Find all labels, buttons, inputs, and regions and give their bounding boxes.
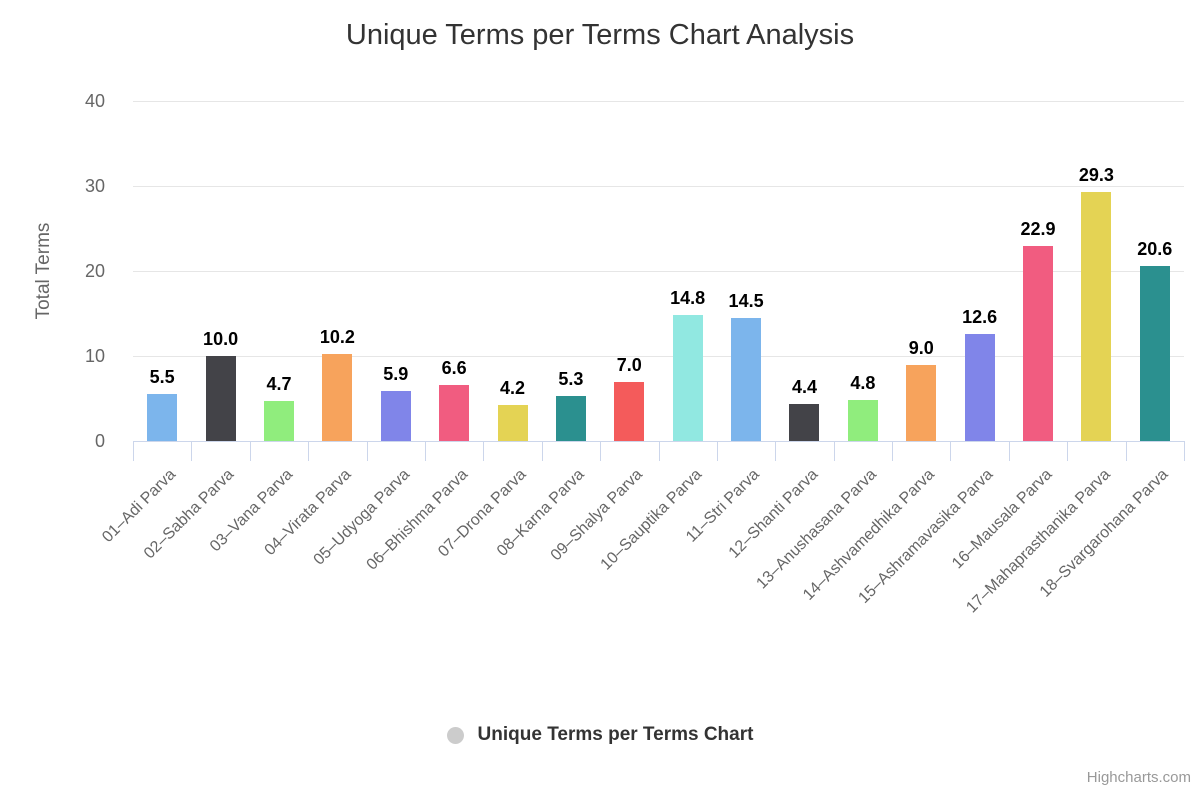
bar[interactable]	[380, 390, 411, 441]
x-axis-tick	[950, 441, 952, 461]
x-axis-tick	[308, 441, 310, 461]
bar[interactable]	[1081, 191, 1112, 441]
data-label: 10.0	[203, 329, 239, 349]
y-axis-tick-label: 40	[84, 91, 105, 111]
bar[interactable]	[263, 401, 294, 441]
x-axis-tick	[600, 441, 602, 461]
y-axis-tick-label: 20	[84, 261, 105, 281]
data-label: 4.7	[266, 374, 292, 395]
x-axis-tick	[424, 441, 426, 461]
data-label: 4.8	[850, 373, 876, 394]
data-label: 7.0	[616, 354, 642, 375]
x-axis-tick	[133, 441, 134, 461]
x-axis-tick	[1008, 441, 1010, 461]
data-label: 14.8	[670, 288, 706, 309]
x-axis-category-label: 16–Mausala Parva	[948, 466, 1056, 573]
bar[interactable]	[964, 333, 995, 441]
data-label: 5.3	[558, 368, 584, 389]
x-axis-tick	[1125, 441, 1127, 461]
x-axis-tick	[366, 441, 368, 461]
y-axis-tick-label: 30	[84, 176, 105, 196]
x-axis-tick	[892, 441, 894, 461]
gridline	[133, 186, 1184, 187]
x-axis-category-label: 10–Sauptika Parva	[597, 466, 705, 574]
data-label: 22.9	[1020, 219, 1056, 240]
data-label: 4.2	[500, 378, 526, 399]
bar[interactable]	[1023, 246, 1054, 441]
data-label: 10.2	[319, 327, 355, 348]
data-label: 4.4	[791, 376, 817, 397]
bar[interactable]	[205, 356, 236, 441]
data-label: 5.5	[149, 367, 175, 388]
x-axis-category-label: 06–Bhishma Parva	[363, 466, 472, 574]
y-axis-tick-label: 0	[94, 431, 105, 451]
data-label: 5.9	[383, 363, 409, 384]
gridline	[133, 356, 1184, 357]
legend: Unique Terms per Terms Chart	[0, 724, 1200, 746]
bar[interactable]	[672, 315, 703, 441]
data-label: 20.6	[1137, 238, 1173, 259]
bar[interactable]	[906, 364, 937, 441]
x-axis-tick	[249, 441, 251, 461]
bar[interactable]	[731, 317, 762, 441]
chart-title: Unique Terms per Terms Chart Analysis	[345, 19, 855, 51]
bar[interactable]	[439, 384, 470, 441]
legend-label: Unique Terms per Terms Chart	[477, 724, 754, 745]
legend-marker-icon	[446, 726, 464, 744]
credits-link[interactable]: Highcharts.com	[1086, 769, 1191, 786]
x-axis-tick	[833, 441, 835, 461]
data-label: 9.0	[908, 337, 934, 358]
bar[interactable]	[497, 405, 528, 441]
bar[interactable]	[847, 400, 878, 441]
x-axis-tick	[775, 441, 777, 461]
x-axis-tick	[541, 441, 543, 461]
data-label: 14.5	[728, 290, 764, 311]
gridline	[133, 271, 1184, 272]
x-axis-tick	[191, 441, 193, 461]
bar[interactable]	[322, 354, 353, 441]
x-axis-tick	[716, 441, 718, 461]
x-axis-tick	[658, 441, 660, 461]
bar[interactable]	[555, 395, 586, 441]
y-axis-tick-label: 10	[84, 346, 105, 366]
bar[interactable]	[789, 403, 820, 441]
bar[interactable]	[147, 394, 178, 441]
data-label: 12.6	[962, 306, 998, 327]
x-axis-tick	[1067, 441, 1069, 461]
data-label: 6.6	[441, 357, 467, 378]
x-axis-tick	[1184, 441, 1185, 461]
gridline	[133, 101, 1184, 102]
data-label: 29.3	[1078, 164, 1114, 185]
x-axis-tick	[483, 441, 485, 461]
legend-item[interactable]: Unique Terms per Terms Chart	[446, 724, 754, 746]
bar[interactable]	[1139, 265, 1170, 441]
bar[interactable]	[614, 381, 645, 441]
